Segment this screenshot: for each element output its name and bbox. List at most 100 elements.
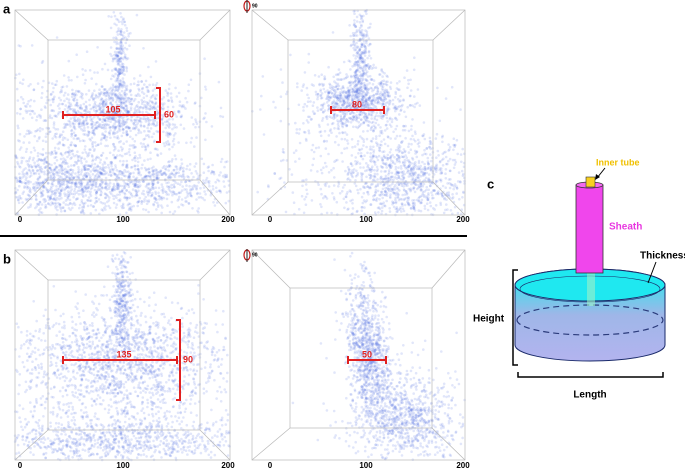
point xyxy=(117,137,120,140)
point xyxy=(41,85,44,89)
point xyxy=(118,83,121,87)
point xyxy=(109,107,112,111)
point xyxy=(121,77,125,80)
point xyxy=(362,140,366,144)
point xyxy=(93,101,97,104)
point xyxy=(121,84,124,88)
point xyxy=(140,192,144,195)
point xyxy=(67,101,71,104)
point xyxy=(66,93,70,96)
point xyxy=(224,201,228,205)
point xyxy=(104,103,107,107)
point xyxy=(453,163,457,166)
point xyxy=(74,119,78,123)
point xyxy=(407,129,411,133)
point xyxy=(79,112,83,115)
point xyxy=(386,94,390,97)
point xyxy=(385,90,389,93)
point xyxy=(53,167,56,170)
point xyxy=(202,117,205,121)
point xyxy=(343,122,346,126)
point xyxy=(154,84,158,87)
point xyxy=(125,120,128,124)
point xyxy=(351,202,354,205)
point xyxy=(39,183,42,187)
point xyxy=(330,168,333,172)
point xyxy=(143,198,146,201)
point xyxy=(125,196,129,199)
point xyxy=(102,111,105,115)
point xyxy=(115,84,118,88)
point xyxy=(65,97,69,100)
point xyxy=(89,107,93,111)
point xyxy=(170,183,173,187)
point xyxy=(38,129,42,133)
point xyxy=(144,105,147,109)
point xyxy=(451,196,455,199)
point xyxy=(307,96,311,100)
point xyxy=(180,162,184,165)
point xyxy=(29,83,32,86)
point xyxy=(356,142,360,146)
point xyxy=(117,68,121,72)
point xyxy=(100,97,104,101)
point xyxy=(307,129,311,132)
point xyxy=(451,193,454,196)
point xyxy=(411,118,414,121)
point xyxy=(128,181,132,185)
point xyxy=(186,164,189,168)
point xyxy=(444,208,447,212)
point xyxy=(125,196,129,200)
point xyxy=(385,116,389,120)
point xyxy=(151,89,155,92)
point xyxy=(86,181,90,185)
point xyxy=(114,105,117,109)
point xyxy=(34,165,38,169)
point xyxy=(354,76,358,80)
point xyxy=(432,207,435,210)
point xyxy=(444,177,448,180)
point xyxy=(113,14,117,18)
point xyxy=(417,165,420,168)
point xyxy=(444,168,448,171)
point xyxy=(114,166,118,169)
point xyxy=(378,197,381,201)
point xyxy=(369,155,372,159)
point xyxy=(440,135,444,139)
point xyxy=(15,112,19,115)
point xyxy=(119,97,123,101)
point xyxy=(66,138,70,142)
point xyxy=(319,94,323,97)
point xyxy=(113,145,117,149)
point xyxy=(107,95,110,98)
point xyxy=(170,99,173,102)
point xyxy=(193,165,196,168)
point xyxy=(93,188,97,192)
point xyxy=(118,72,122,75)
point xyxy=(355,210,359,213)
point xyxy=(88,103,91,107)
point xyxy=(22,141,26,144)
point xyxy=(410,171,414,174)
point xyxy=(111,96,115,100)
point xyxy=(94,126,97,130)
point xyxy=(376,98,380,102)
point xyxy=(61,182,64,186)
point xyxy=(384,170,388,173)
point xyxy=(349,121,353,124)
point xyxy=(184,96,187,100)
point xyxy=(321,106,325,110)
point xyxy=(381,187,385,191)
point xyxy=(193,145,196,148)
point xyxy=(98,125,102,129)
point xyxy=(168,133,172,136)
point xyxy=(39,165,43,169)
point xyxy=(112,117,116,120)
point xyxy=(375,135,378,138)
point xyxy=(125,166,128,169)
point xyxy=(136,184,140,187)
point xyxy=(128,126,131,130)
point xyxy=(393,162,397,166)
point xyxy=(399,164,403,168)
point xyxy=(306,100,310,103)
